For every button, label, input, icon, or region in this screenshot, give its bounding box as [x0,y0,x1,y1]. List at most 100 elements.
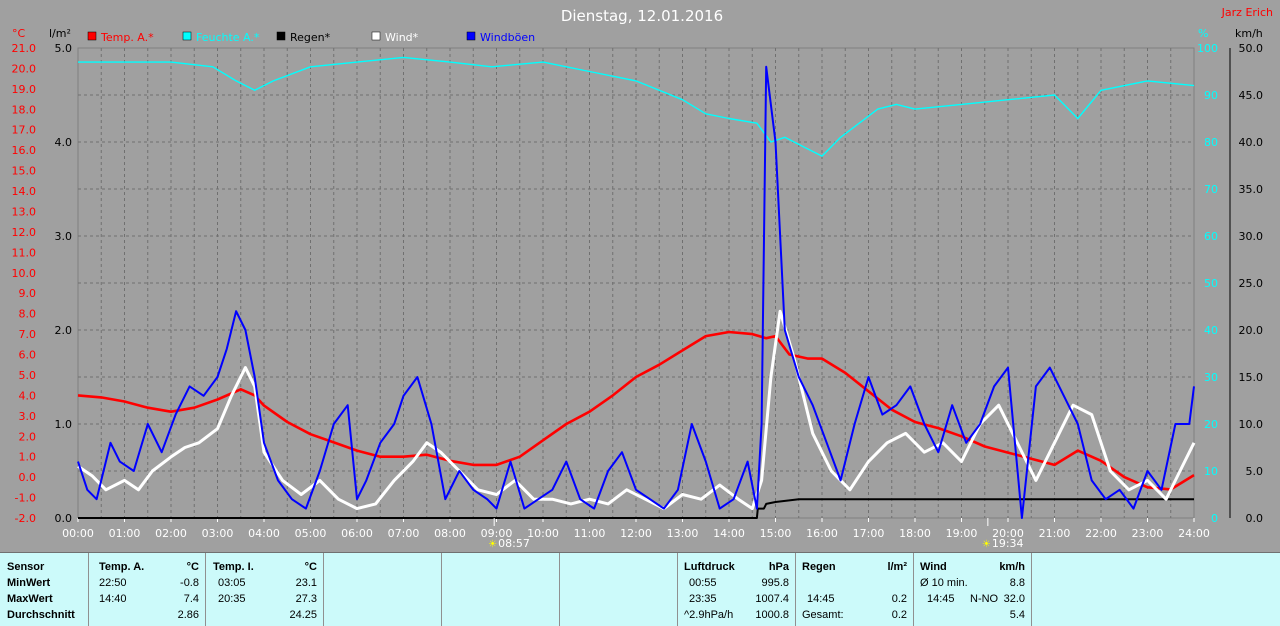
regen-total-value: 0.2 [891,609,907,621]
regen-max-time: 14:45 [807,593,835,605]
temp-tick-label: 9.0 [19,287,37,300]
legend-swatch [276,31,286,41]
series-line [78,498,1194,519]
x-tick-label: 19:00 [946,527,978,540]
luftdruck-header: Luftdruck [684,561,735,573]
chart-author: Jarz Erich [1221,6,1273,19]
x-tick-label: 23:00 [1132,527,1164,540]
humidity-tick-label: 60 [1204,230,1218,243]
sunset-icon: ☀ [982,539,991,550]
series-line [78,56,1195,157]
temp-tick-label: 21.0 [12,42,37,55]
temp-tick-label: 13.0 [12,205,37,218]
regen-max-value: 0.2 [891,593,907,605]
wind-avg10-label: Ø 10 min. [920,577,968,589]
luftdruck-column: Luftdruck hPa 00:55 995.8 23:35 1007.4 ^… [678,553,796,626]
temp-tick-label: 14.0 [12,185,37,198]
wind-tick-label: 15.0 [1239,371,1264,384]
rain-unit-label: l/m² [49,27,71,40]
temp-tick-label: 4.0 [19,389,37,402]
humidity-tick-label: 70 [1204,183,1218,196]
x-tick-label: 06:00 [341,527,373,540]
x-tick-label: 22:00 [1085,527,1117,540]
wind-tick-label: 50.0 [1239,42,1264,55]
wind-avg10-value: 8.8 [1009,577,1025,589]
x-tick-label: 08:00 [434,527,466,540]
wind-tick-label: 0.0 [1246,512,1264,525]
rain-tick-label: 1.0 [55,418,73,431]
luftdruck-trend: ^2.9hPa/h [684,609,734,621]
temp-tick-label: 8.0 [19,308,37,321]
wind-unit: km/h [999,561,1025,573]
summary-table: Sensor MinWert MaxWert Durchschnitt Temp… [0,552,1280,626]
luftdruck-max-value: 1007.4 [755,593,789,605]
x-tick-label: 17:00 [853,527,885,540]
wind-tick-label: 30.0 [1239,230,1264,243]
legend-label: Feuchte A.* [196,31,260,44]
temp-tick-label: 20.0 [12,62,37,75]
x-tick-label: 16:00 [806,527,838,540]
temp-i-column: Temp. I. °C 03:05 23.1 20:35 27.3 24.25 [206,553,324,626]
sensor-header: Sensor [7,561,45,573]
temp-a-unit: °C [186,561,199,573]
x-tick-label: 00:00 [62,527,94,540]
temp-a-max-time: 14:40 [99,593,127,605]
temp-i-average: 24.25 [289,609,317,621]
x-tick-label: 03:00 [202,527,234,540]
chart-axes: 00:00 01:00 02:00 03:00 04:00 05:00 06:00 07:00… [12,42,1264,540]
temp-tick-label: 17.0 [12,124,37,137]
wind-column: Wind km/h Ø 10 min. 8.8 14:45 N-NO 32.0 … [914,553,1032,626]
chart-background [0,0,1280,552]
temp-tick-label: 7.0 [19,328,37,341]
humidity-tick-label: 10 [1204,465,1218,478]
wind-tick-label: 5.0 [1246,465,1264,478]
wind-tick-label: 40.0 [1239,136,1264,149]
temp-a-average: 2.86 [177,609,199,621]
temp-tick-label: 19.0 [12,83,37,96]
wind-tick-label: 45.0 [1239,89,1264,102]
temp-a-min-value: -0.8 [180,577,199,589]
humidity-tick-label: 90 [1204,89,1218,102]
temp-unit-label: °C [12,27,26,40]
x-tick-label: 20:00 [992,527,1024,540]
temp-tick-label: 2.0 [19,430,37,443]
x-tick-label: 01:00 [109,527,141,540]
sensor-column: Sensor MinWert MaxWert Durchschnitt [0,553,89,626]
temp-tick-label: 5.0 [19,369,37,382]
x-tick-label: 10:00 [527,527,559,540]
x-tick-label: 07:00 [388,527,420,540]
weather-chart: Dienstag, 12.01.2016 Jarz Erich °C l/m² … [0,0,1280,552]
sunrise-icon: ☀ [488,539,497,550]
humidity-tick-label: 40 [1204,324,1218,337]
regen-total-label: Gesamt: [802,609,844,621]
temp-i-header: Temp. I. [213,561,254,573]
temp-tick-label: -2.0 [15,512,36,525]
empty-column-1 [324,553,442,626]
series-line [77,65,1195,519]
sunrise-time: 08:57 [498,537,530,550]
x-tick-label: 09:00 [481,527,513,540]
chart-title: Dienstag, 12.01.2016 [561,7,723,25]
temp-i-max-time: 20:35 [218,593,246,605]
wind-header: Wind [920,561,947,573]
x-tick-label: 04:00 [248,527,280,540]
regen-header: Regen [802,561,836,573]
humidity-tick-label: 20 [1204,418,1218,431]
legend-label: Windböen [480,31,535,44]
humidity-tick-label: 0 [1211,512,1218,525]
temp-i-max-value: 27.3 [295,593,317,605]
x-tick-label: 15:00 [760,527,792,540]
temp-tick-label: -1.0 [15,492,36,505]
temp-a-min-time: 22:50 [99,577,127,589]
series-line [77,309,1196,511]
wind-tick-label: 10.0 [1239,418,1264,431]
temp-a-column: Temp. A. °C 22:50 -0.8 14:40 7.4 2.86 [89,553,206,626]
temp-tick-label: 0.0 [19,471,37,484]
rain-tick-label: 3.0 [55,230,73,243]
humidity-tick-label: 50 [1204,277,1218,290]
temp-i-min-time: 03:05 [218,577,246,589]
x-tick-label: 11:00 [574,527,606,540]
sunset-time: 19:34 [992,537,1024,550]
temp-a-max-value: 7.4 [183,593,199,605]
legend-swatch [87,31,97,41]
